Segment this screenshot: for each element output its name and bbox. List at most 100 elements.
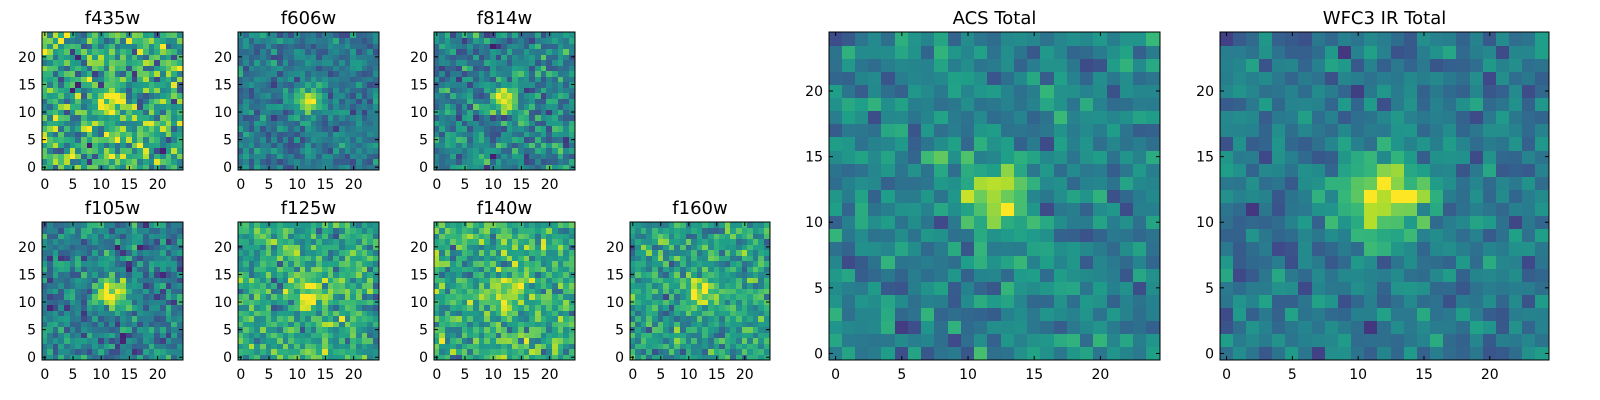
heatmap-cell [501, 304, 508, 311]
heatmap-cell [339, 227, 346, 234]
heatmap-cell [109, 277, 116, 283]
heatmap-cell [120, 37, 127, 44]
heatmap-cell [1001, 281, 1015, 295]
heatmap-cell [160, 153, 167, 159]
heatmap-cell [126, 310, 133, 316]
heatmap-cell [512, 304, 519, 311]
heatmap-cell [277, 260, 284, 267]
heatmap-cell [496, 326, 502, 333]
heatmap-cell [730, 299, 737, 305]
heatmap-cell [300, 164, 306, 170]
heatmap-cell [742, 332, 748, 338]
x-tick-label: 20 [149, 177, 167, 193]
heatmap-cell [64, 348, 71, 355]
heatmap-cell [895, 320, 909, 334]
heatmap-cell [1080, 241, 1094, 256]
heatmap-cell [115, 238, 121, 245]
heatmap-cell [445, 249, 451, 256]
heatmap-cell [260, 271, 267, 278]
heatmap-cell [92, 222, 99, 228]
heatmap-cell [271, 125, 278, 132]
heatmap-cell [552, 321, 559, 327]
heatmap-cell [238, 337, 244, 344]
heatmap-cell [316, 299, 323, 305]
heatmap-cell [742, 326, 748, 333]
heatmap-cell [373, 288, 379, 294]
heatmap-cell [434, 255, 440, 261]
heatmap-cell [53, 109, 59, 115]
heatmap-cell [987, 189, 1002, 203]
heatmap-cell [450, 233, 457, 239]
heatmap-cell [652, 249, 658, 256]
heatmap-cell [501, 114, 508, 121]
heatmap-cell [764, 249, 770, 256]
heatmap-cell [552, 76, 559, 82]
heatmap-cell [356, 266, 363, 272]
heatmap-cell [1027, 176, 1041, 190]
heatmap-cell [53, 32, 59, 38]
heatmap-cell [719, 238, 726, 245]
heatmap-cell [563, 244, 570, 250]
heatmap-cell [1054, 346, 1068, 360]
heatmap-cell [479, 120, 485, 126]
heatmap-cell [490, 238, 497, 245]
heatmap-cell [177, 238, 183, 245]
y-tick-label: 5 [27, 133, 36, 149]
heatmap-cell [271, 114, 278, 121]
heatmap-cell [512, 260, 519, 267]
heatmap-cell [541, 304, 547, 311]
heatmap-cell [305, 136, 312, 143]
heatmap-cell [350, 282, 357, 289]
heatmap-cell [126, 249, 133, 256]
heatmap-cell [529, 271, 536, 278]
heatmap-cell [736, 293, 742, 300]
heatmap-cell [132, 65, 138, 71]
heatmap-cell [333, 164, 340, 170]
heatmap-cell [529, 164, 536, 170]
heatmap-cell [249, 125, 255, 132]
heatmap-cell [277, 222, 284, 228]
heatmap-cell [143, 249, 150, 256]
heatmap-cell [143, 315, 150, 322]
heatmap-cell [254, 310, 261, 316]
heatmap-cell [345, 222, 351, 228]
heatmap-cell [271, 153, 278, 159]
heatmap-cell [311, 37, 317, 44]
heatmap-cell [674, 288, 681, 294]
heatmap-cell [160, 288, 167, 294]
heatmap-cell [305, 76, 312, 82]
heatmap-cell [271, 260, 278, 267]
heatmap-cell [367, 310, 374, 316]
heatmap-cell [333, 233, 340, 239]
heatmap-cell [725, 332, 731, 338]
heatmap-cell [479, 87, 485, 93]
heatmap-cell [948, 333, 962, 347]
heatmap-cell [507, 158, 513, 165]
heatmap-cell [104, 59, 110, 66]
heatmap-cell [333, 65, 340, 71]
heatmap-cell [166, 282, 172, 289]
heatmap-cell [974, 189, 988, 203]
heatmap-cell [288, 92, 295, 99]
heatmap-cell [339, 288, 346, 294]
heatmap-cell [47, 343, 54, 349]
heatmap-cell [126, 158, 133, 165]
heatmap-cell [109, 222, 116, 228]
heatmap-cell [311, 222, 317, 228]
heatmap-cell [115, 304, 121, 311]
heatmap-cell [473, 131, 480, 137]
heatmap-cell [450, 266, 457, 272]
heatmap-cell [171, 238, 178, 245]
heatmap-cell [669, 277, 675, 283]
heatmap-cell [311, 142, 317, 148]
heatmap-cell [691, 238, 698, 245]
heatmap-cell [842, 294, 856, 308]
heatmap-cell [367, 37, 374, 44]
heatmap-cell [524, 315, 530, 322]
heatmap-cell [47, 238, 54, 245]
heatmap-cell [305, 43, 312, 49]
heatmap-cell [283, 136, 289, 143]
heatmap-cell [691, 271, 698, 278]
heatmap-cell [467, 81, 474, 88]
heatmap-cell [288, 244, 295, 250]
